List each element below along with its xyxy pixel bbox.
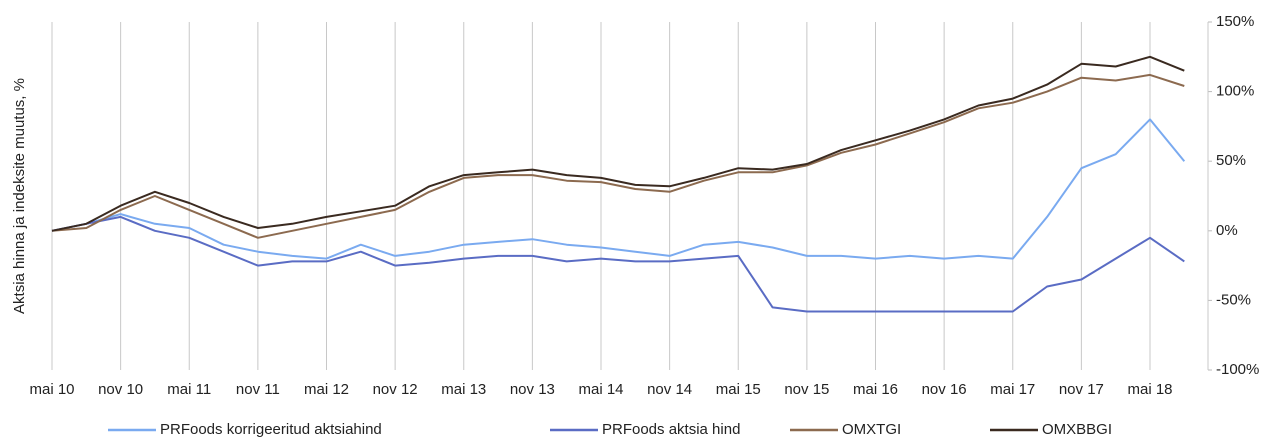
y-tick-label: 150% xyxy=(1216,13,1254,30)
y-axis-label: Aktsia hinna ja indeksite muutus, % xyxy=(11,78,28,314)
x-tick-label: mai 12 xyxy=(304,381,349,398)
x-tick-label: nov 13 xyxy=(510,381,555,398)
x-tick-label: mai 17 xyxy=(990,381,1035,398)
x-tick-label: mai 11 xyxy=(167,381,211,398)
x-tick-label: nov 10 xyxy=(98,381,143,398)
series-line xyxy=(51,73,1185,239)
x-tick-label: mai 16 xyxy=(853,381,898,398)
y-tick-label: 100% xyxy=(1216,83,1254,100)
y-tick-label: -100% xyxy=(1216,361,1259,378)
x-tick-label: nov 11 xyxy=(236,381,280,398)
x-tick-label: nov 16 xyxy=(922,381,967,398)
legend-label: OMXTGI xyxy=(842,421,901,438)
legend-label: OMXBBGI xyxy=(1042,421,1112,438)
y-tick-label: 0% xyxy=(1216,222,1238,239)
x-tick-label: nov 14 xyxy=(647,381,692,398)
x-tick-label: mai 13 xyxy=(441,381,486,398)
x-tick-label: mai 10 xyxy=(29,381,74,398)
y-tick-label: -50% xyxy=(1216,291,1251,308)
series-line xyxy=(51,55,1185,232)
x-tick-label: mai 15 xyxy=(716,381,761,398)
x-tick-label: nov 12 xyxy=(373,381,418,398)
series-line xyxy=(51,118,1186,260)
x-tick-label: nov 17 xyxy=(1059,381,1104,398)
x-tick-label: mai 14 xyxy=(578,381,623,398)
x-tick-label: nov 15 xyxy=(784,381,829,398)
series-line xyxy=(51,215,1185,313)
legend-label: PRFoods aktsia hind xyxy=(602,421,740,438)
legend-label: PRFoods korrigeeritud aktsiahind xyxy=(160,421,382,438)
y-tick-label: 50% xyxy=(1216,152,1246,169)
x-tick-label: mai 18 xyxy=(1127,381,1172,398)
